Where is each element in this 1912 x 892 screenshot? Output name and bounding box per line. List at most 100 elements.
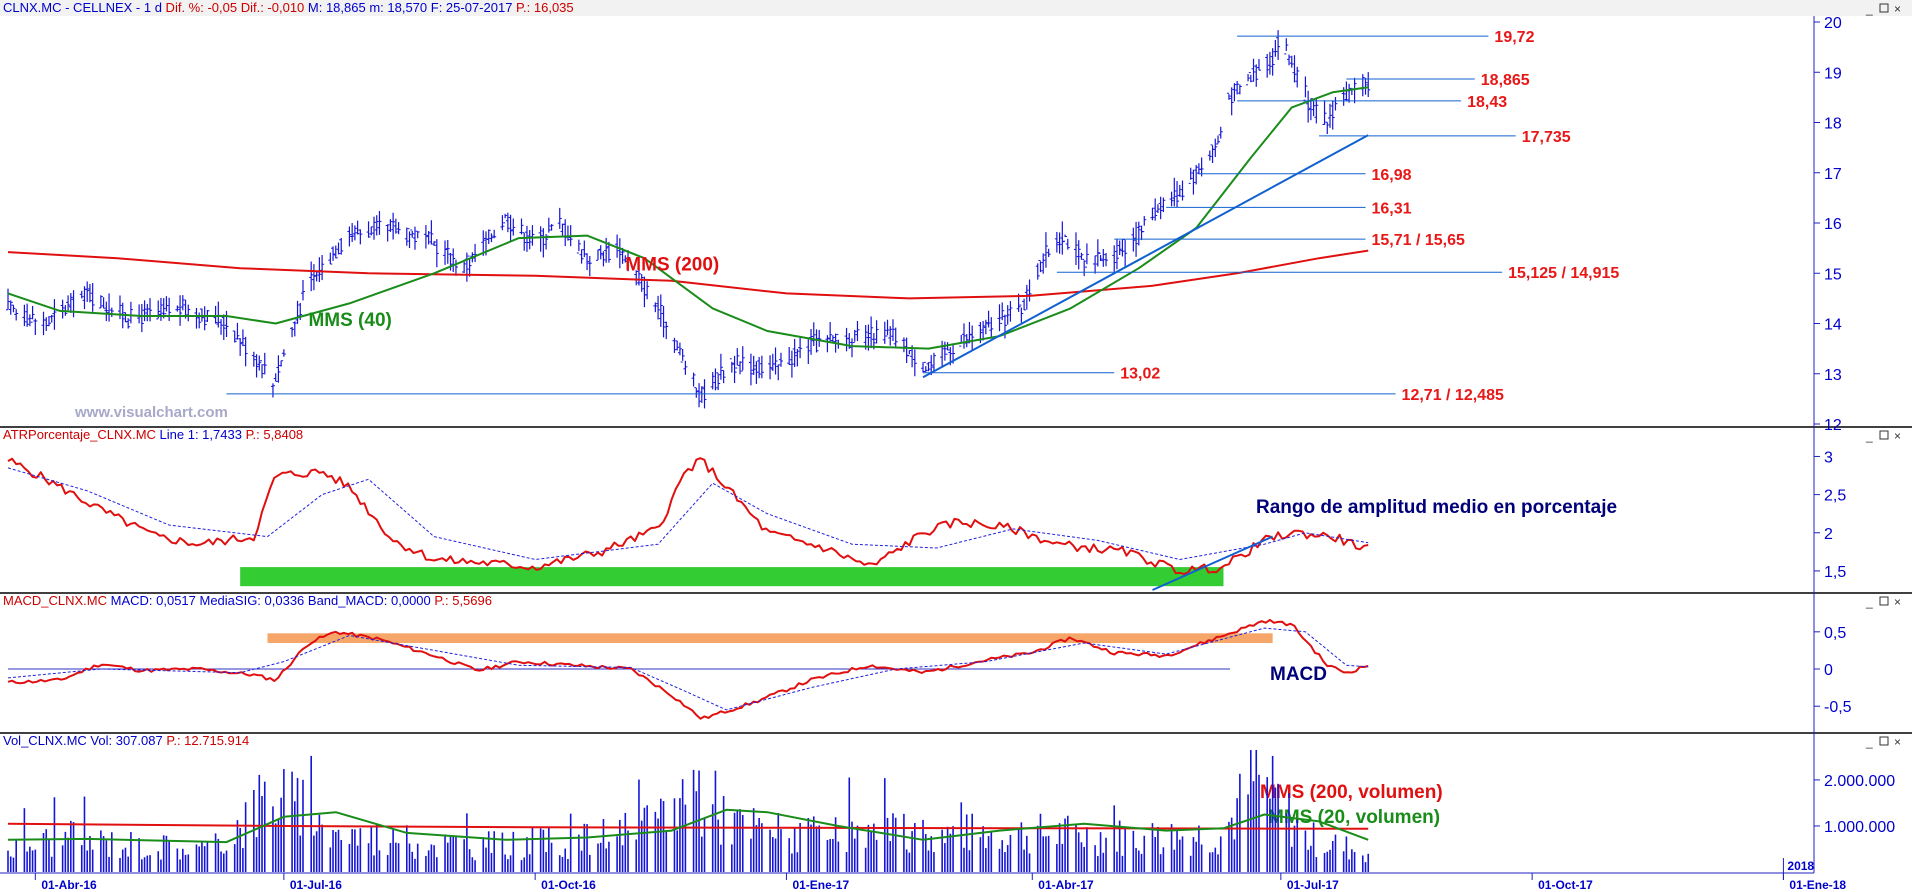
ohlc-bar <box>1284 38 1289 55</box>
ohlc-bar <box>355 220 360 235</box>
ohlc-bar <box>448 252 453 271</box>
ohlc-bar <box>672 337 677 353</box>
header-field: M: 18,865 <box>304 0 365 15</box>
ohlc-bar <box>8 300 13 315</box>
ohlc-bar <box>738 361 743 375</box>
ohlc-bar <box>921 362 926 373</box>
maximize-icon[interactable] <box>1879 596 1889 606</box>
ohlc-bar <box>500 215 505 231</box>
ohlc-bar <box>604 237 609 263</box>
price-tick-label: 19 <box>1824 65 1842 82</box>
close-icon[interactable]: × <box>1894 595 1901 609</box>
header-field: P.: 16,035 <box>512 0 573 15</box>
close-icon[interactable]: × <box>1894 429 1901 443</box>
ohlc-bar <box>740 346 745 372</box>
level-line: 16,98 <box>1198 167 1412 184</box>
macd-window-controls[interactable]: _ × <box>1865 595 1901 609</box>
macd-panel <box>7 618 1369 720</box>
x-tick-label: 01-Oct-16 <box>541 878 596 892</box>
header-field: Vol: 307.087 <box>87 733 163 748</box>
minimize-icon[interactable]: _ <box>1865 429 1873 443</box>
atr-tick-label: 1,5 <box>1824 564 1846 581</box>
series-label: MMS (40) <box>308 310 391 331</box>
atr-window-controls[interactable]: _ × <box>1865 429 1901 443</box>
maximize-icon[interactable] <box>1879 736 1889 746</box>
ohlc-bar <box>1142 216 1147 233</box>
volume-window-controls[interactable]: _ × <box>1865 735 1901 749</box>
ohlc-bar <box>901 337 906 353</box>
ohlc-bar <box>336 242 341 255</box>
maximize-icon[interactable] <box>1879 430 1889 440</box>
ohlc-bar <box>1027 279 1032 302</box>
level-label: 19,72 <box>1494 29 1534 46</box>
ohlc-bar <box>664 321 669 340</box>
ohlc-bar <box>1267 51 1272 75</box>
price-tick-label: 16 <box>1824 216 1842 233</box>
level-line: 19,72 <box>1237 29 1535 46</box>
ohlc-bar <box>557 207 562 229</box>
ohlc-bar <box>309 261 314 292</box>
close-icon[interactable]: × <box>1894 2 1901 16</box>
ohlc-bar <box>830 335 835 343</box>
ohlc-bar <box>142 300 147 322</box>
ohlc-bar <box>997 304 1002 332</box>
ohlc-bar <box>983 319 988 335</box>
ohlc-bar <box>656 295 661 320</box>
ohlc-bar <box>645 281 650 300</box>
ohlc-bar <box>522 232 527 251</box>
ohlc-bar <box>549 224 554 231</box>
price-window-controls[interactable]: _ × <box>1865 2 1901 16</box>
minimize-icon[interactable]: _ <box>1865 735 1873 749</box>
ohlc-bar <box>912 349 917 377</box>
ohlc-bar <box>331 246 336 261</box>
atr-tick-label: 2 <box>1824 526 1833 543</box>
ohlc-bar <box>1057 232 1062 254</box>
minimize-icon[interactable]: _ <box>1865 595 1873 609</box>
ohlc-bar <box>451 248 456 273</box>
ohlc-bar <box>1270 48 1275 76</box>
ohlc-bar <box>825 335 830 353</box>
ohlc-bar <box>1005 305 1010 325</box>
level-line: 12,71 / 12,485 <box>226 387 1504 404</box>
ohlc-bar <box>339 237 344 255</box>
ohlc-bar <box>721 370 726 384</box>
ohlc-bar <box>1076 240 1081 270</box>
price-tick-label: 20 <box>1824 15 1842 32</box>
ohlc-bar <box>683 360 688 375</box>
ohlc-bar <box>759 355 764 379</box>
ohlc-bar <box>79 290 84 299</box>
ohlc-bar <box>260 360 265 379</box>
ohlc-bar <box>161 298 166 319</box>
ohlc-bar <box>1218 126 1223 139</box>
header-field: P.: 5,5696 <box>431 593 492 608</box>
ohlc-bar <box>1256 59 1261 71</box>
ohlc-bar <box>538 226 543 252</box>
ohlc-bar <box>25 303 30 327</box>
ohlc-bar <box>320 254 325 281</box>
ohlc-bar <box>636 268 641 286</box>
ohlc-bar <box>716 372 721 391</box>
ohlc-bar <box>52 299 57 330</box>
header-field: MACD: 0,0517 <box>107 593 196 608</box>
ohlc-bar <box>585 253 590 271</box>
level-label: 13,02 <box>1120 366 1160 383</box>
ohlc-bar <box>1093 255 1098 274</box>
ohlc-bar <box>14 309 19 321</box>
ohlc-bar <box>109 307 114 318</box>
minimize-icon[interactable]: _ <box>1865 2 1873 16</box>
level-label: 18,865 <box>1481 72 1530 89</box>
ohlc-bar <box>388 219 393 232</box>
ohlc-bar <box>1194 165 1199 185</box>
maximize-icon[interactable] <box>1879 3 1889 13</box>
ohlc-bar <box>1008 301 1013 322</box>
ohlc-bar <box>101 297 106 309</box>
ohlc-bar <box>1213 138 1218 158</box>
ohlc-bar <box>1180 180 1185 201</box>
ohlc-bar <box>1235 81 1240 95</box>
ohlc-bar <box>1084 243 1089 268</box>
ohlc-bar <box>811 322 816 347</box>
x-tick-label: 01-Abr-17 <box>1038 878 1094 892</box>
close-icon[interactable]: × <box>1894 735 1901 749</box>
ohlc-bar <box>1073 232 1078 266</box>
